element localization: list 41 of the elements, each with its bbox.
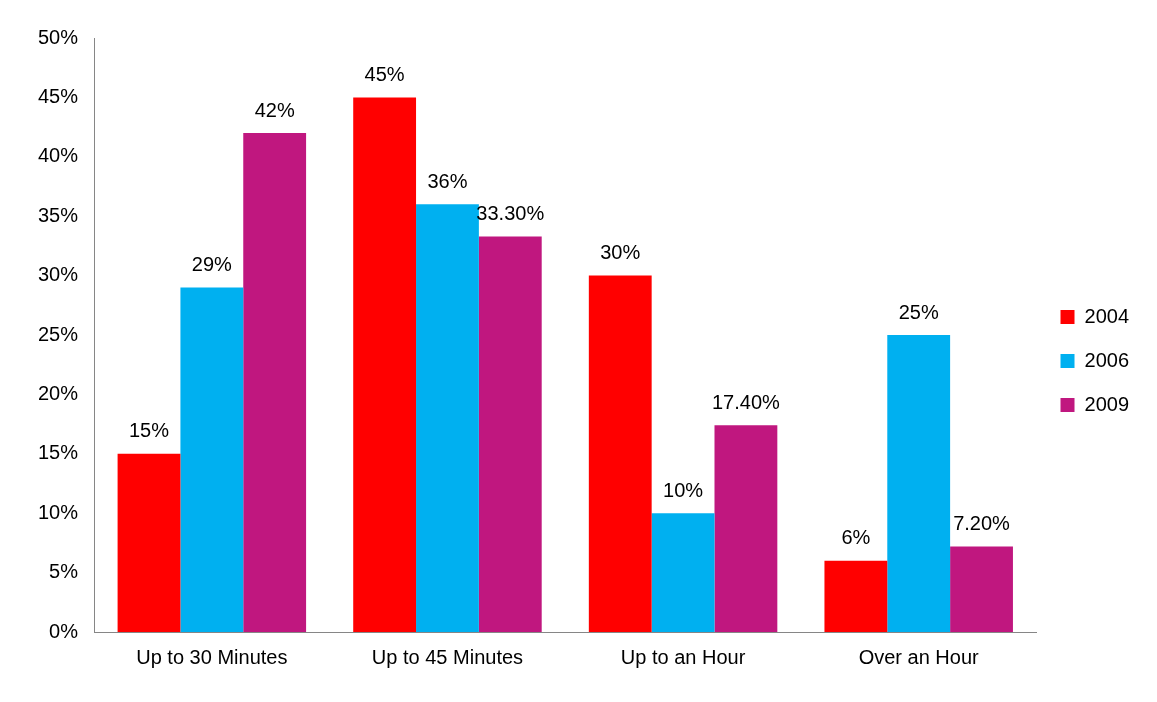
data-label: 10% [663, 478, 704, 501]
data-label: 42% [254, 98, 295, 121]
data-label: 17.40% [711, 390, 781, 413]
legend-label: 2009 [1084, 392, 1130, 415]
legend-label: 2004 [1084, 304, 1130, 327]
legend-label: 2006 [1084, 348, 1130, 371]
bar [416, 204, 479, 632]
y-tick-label: 10% [38, 500, 79, 523]
y-tick-label: 25% [38, 322, 79, 345]
y-tick-label: 20% [38, 381, 79, 404]
y-tick-label: 35% [38, 203, 79, 226]
bar [588, 275, 652, 632]
bar [824, 560, 888, 632]
y-tick-label: 50% [38, 25, 79, 48]
data-label: 15% [128, 419, 170, 442]
x-tick-label: Up to 30 Minutes [136, 645, 288, 668]
bar [478, 236, 542, 632]
x-tick-label: Up to an Hour [620, 645, 746, 668]
y-tick-label: 0% [49, 619, 79, 642]
bar [353, 97, 417, 632]
bar [887, 335, 951, 632]
y-tick-label: 30% [38, 263, 79, 286]
bar [651, 513, 715, 632]
x-tick-label: Up to 45 Minutes [371, 645, 524, 668]
bar [950, 546, 1013, 632]
data-label: 36% [427, 169, 468, 192]
data-label: 45% [364, 62, 405, 85]
y-tick-label: 40% [38, 144, 79, 167]
bar [117, 453, 181, 632]
y-tick-label: 5% [49, 560, 79, 583]
bar [180, 287, 244, 632]
x-tick-label: Over an Hour [858, 645, 980, 668]
y-tick-label: 45% [38, 84, 79, 107]
data-label: 29% [191, 253, 233, 275]
y-tick-label: 15% [38, 441, 79, 464]
bar [714, 425, 778, 632]
data-label: 30% [600, 241, 641, 264]
data-label: 7.20% [953, 511, 1011, 534]
bar [243, 133, 307, 632]
data-label: 25% [898, 300, 939, 323]
data-label: 6% [841, 526, 871, 549]
